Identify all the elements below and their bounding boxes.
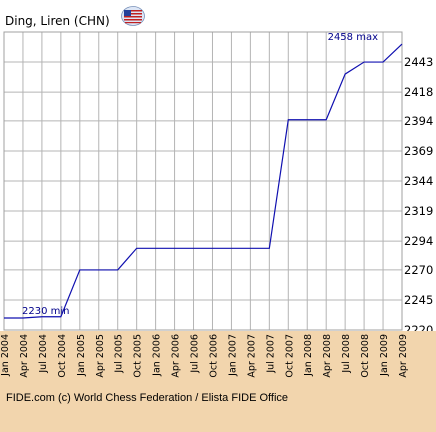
- footer-band: FIDE.com (c) World Chess Federation / El…: [0, 390, 436, 432]
- footer-credit: FIDE.com (c) World Chess Federation / El…: [6, 392, 289, 404]
- y-tick-label: 2270: [404, 263, 433, 277]
- chart-grid: [3, 32, 403, 331]
- us-flag-icon: [121, 6, 145, 26]
- max-annotation: 2458 max: [328, 32, 378, 43]
- rating-line: [4, 43, 403, 319]
- plot-frame: [3, 31, 403, 331]
- min-annotation: 2230 min: [22, 306, 70, 317]
- y-tick-label: 2220: [404, 323, 433, 337]
- plot-border: [3, 31, 403, 331]
- chart-annotations: 2230 min 2458 max: [22, 32, 378, 317]
- player-title: Ding, Liren (CHN): [5, 14, 110, 28]
- y-tick-label: 2344: [404, 174, 433, 188]
- y-tick-label: 2319: [404, 204, 433, 218]
- y-tick-label: 2443: [404, 55, 433, 69]
- y-tick-label: 2418: [404, 85, 433, 99]
- y-tick-label: 2245: [404, 293, 433, 307]
- y-tick-label: 2294: [404, 234, 433, 248]
- y-tick-labels: 2220 2245 2270 2294 2319 2344 2369 2394 2418 2443: [404, 55, 433, 337]
- y-tick-label: 2394: [404, 114, 433, 128]
- rating-series: [4, 43, 403, 319]
- y-tick-label: 2369: [404, 144, 433, 158]
